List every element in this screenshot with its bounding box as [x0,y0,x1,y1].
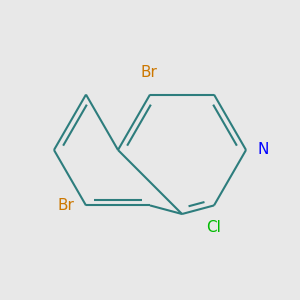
Text: N: N [257,142,269,158]
Text: Br: Br [140,65,157,80]
Text: Br: Br [58,198,74,213]
Text: Cl: Cl [207,220,221,235]
